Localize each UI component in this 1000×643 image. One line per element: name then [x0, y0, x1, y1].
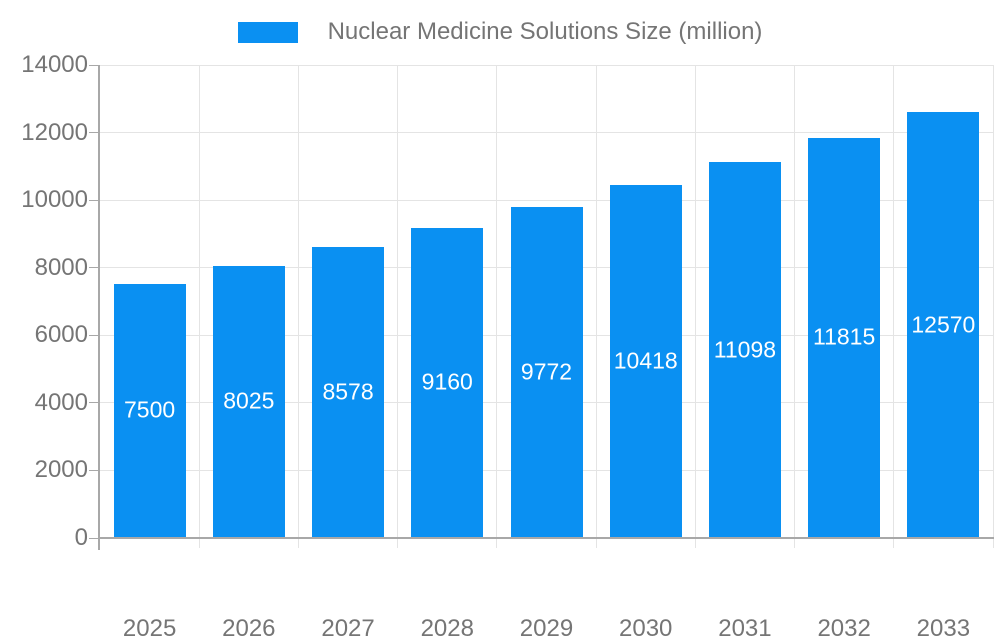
legend-color-swatch-icon — [237, 21, 298, 43]
v-gridline — [198, 65, 200, 548]
x-axis-line — [98, 537, 994, 539]
y-tick-mark — [89, 402, 98, 404]
bar-chart: Nuclear Medicine Solutions Size (million… — [0, 17, 1000, 642]
bar-value-label: 12570 — [911, 311, 976, 338]
bar-2025[interactable]: 7500 — [113, 283, 186, 537]
bar-2026[interactable]: 8025 — [212, 265, 285, 537]
y-tick-mark — [89, 132, 98, 134]
y-tick-label: 2000 — [34, 456, 88, 484]
h-gridline — [100, 64, 993, 66]
v-gridline — [595, 65, 597, 548]
y-tick-mark — [89, 537, 98, 539]
y-tick-mark — [89, 267, 98, 269]
v-gridline — [297, 65, 299, 548]
y-tick-label: 6000 — [34, 321, 88, 349]
y-tick-mark — [89, 64, 98, 66]
y-tick-mark — [89, 469, 98, 471]
x-tick-label: 2029 — [519, 615, 574, 642]
v-gridline — [397, 65, 399, 548]
h-gridline — [100, 132, 993, 134]
y-tick-label: 0 — [74, 524, 88, 551]
legend-series-label: Nuclear Medicine Solutions Size (million… — [327, 18, 763, 45]
v-gridline — [694, 65, 696, 548]
x-tick-label: 2026 — [222, 615, 276, 642]
bar-2027[interactable]: 8578 — [312, 247, 385, 537]
y-tick-label: 12000 — [21, 118, 88, 146]
x-tick-label: 2025 — [122, 615, 177, 642]
chart-legend[interactable]: Nuclear Medicine Solutions Size (million… — [0, 17, 1000, 47]
x-tick-label: 2028 — [420, 615, 474, 642]
bar-2029[interactable]: 9772 — [510, 206, 583, 537]
v-gridline — [992, 65, 994, 548]
bar-value-label: 7500 — [124, 396, 176, 423]
x-tick-label: 2031 — [718, 615, 772, 642]
x-tick-label: 2030 — [619, 615, 673, 642]
v-gridline — [794, 65, 796, 548]
v-gridline — [893, 65, 895, 548]
x-tick-label: 2027 — [321, 615, 375, 642]
bar-2028[interactable]: 9160 — [411, 227, 484, 537]
y-tick-mark — [89, 334, 98, 336]
bar-2030[interactable]: 10418 — [609, 185, 682, 537]
x-tick-label: 2032 — [817, 615, 871, 642]
y-tick-mark — [89, 199, 98, 201]
bar-value-label: 10418 — [613, 347, 678, 374]
bar-value-label: 11098 — [713, 336, 777, 363]
y-tick-label: 8000 — [34, 253, 88, 281]
bar-2033[interactable]: 12570 — [907, 112, 980, 537]
v-gridline — [496, 65, 498, 548]
y-axis-line — [98, 65, 100, 550]
bar-value-label: 8025 — [223, 387, 275, 414]
y-tick-label: 14000 — [21, 51, 88, 78]
bar-2032[interactable]: 11815 — [808, 137, 881, 537]
bar-value-label: 9160 — [421, 368, 473, 395]
bar-value-label: 8578 — [322, 378, 374, 405]
bar-2031[interactable]: 11098 — [708, 162, 781, 537]
bar-value-label: 9772 — [520, 358, 573, 385]
plot-area: 7500 8025 8578 9160 9772 10418 11098 11815 12570… — [21, 51, 994, 642]
x-tick-label: 2033 — [916, 615, 971, 642]
bar-value-label: 11815 — [813, 323, 876, 350]
h-gridline — [100, 199, 993, 201]
y-tick-label: 4000 — [34, 388, 88, 416]
y-tick-label: 10000 — [21, 186, 88, 214]
